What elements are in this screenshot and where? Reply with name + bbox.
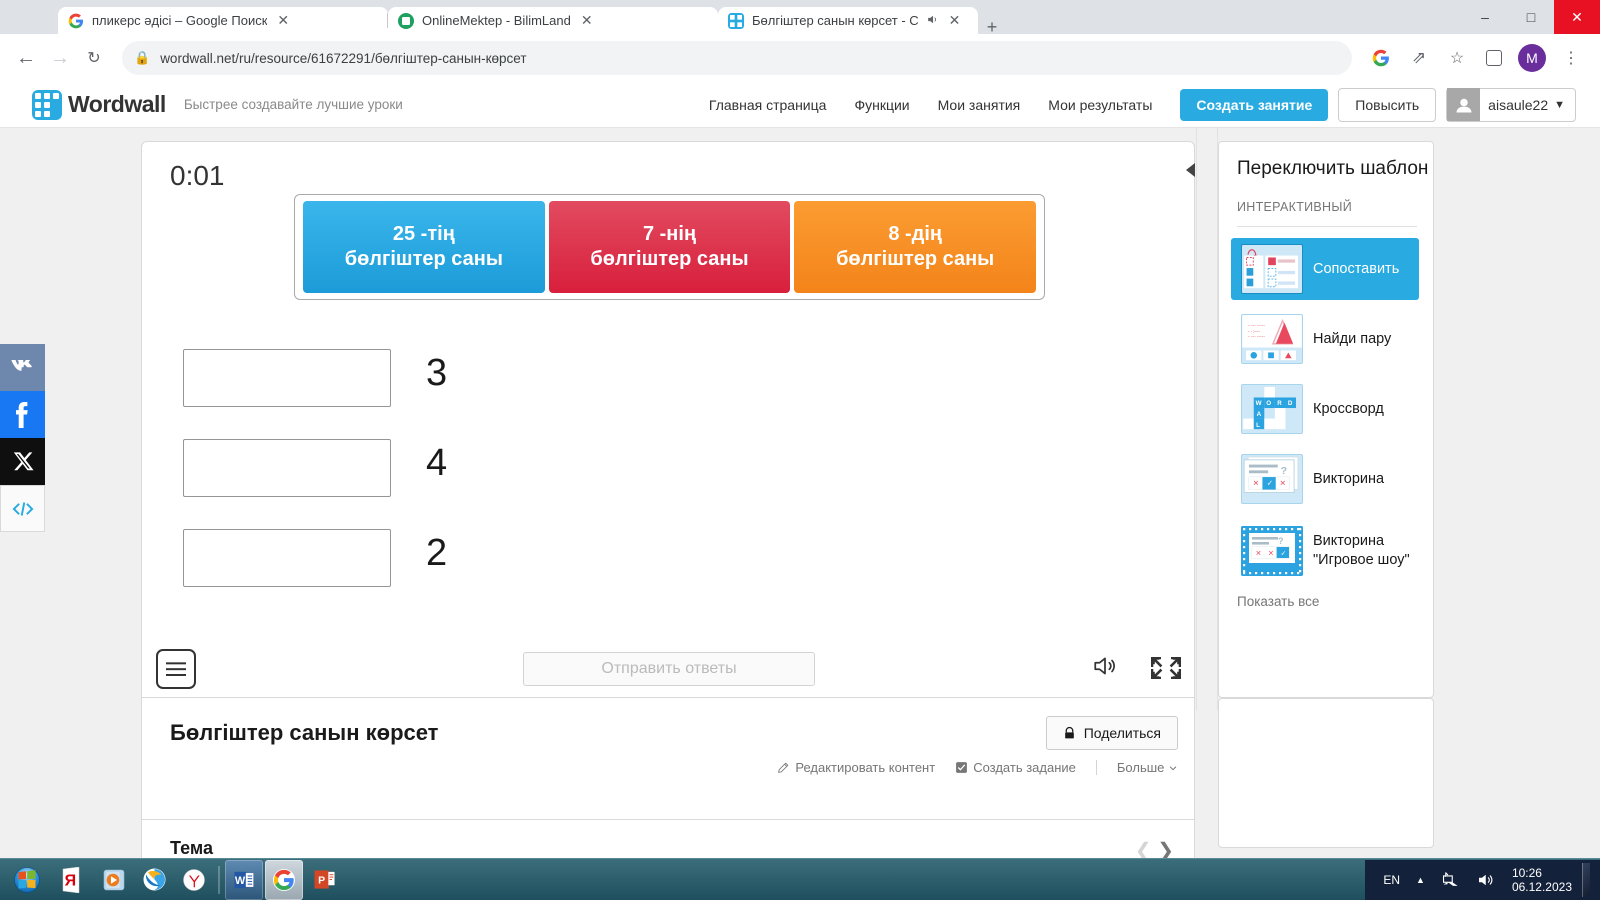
svg-text:✕: ✕	[1280, 479, 1286, 488]
svg-text:- -:----: - -:----	[1248, 329, 1261, 334]
svg-text:✕: ✕	[1268, 551, 1274, 558]
svg-text:W: W	[1256, 400, 1262, 407]
svg-text:A: A	[1257, 411, 1262, 418]
svg-text:✓: ✓	[1267, 479, 1273, 488]
svg-text:✓: ✓	[1281, 551, 1287, 558]
svg-text:Я: Я	[65, 872, 77, 889]
svg-text:L: L	[1256, 422, 1260, 429]
svg-text:W: W	[235, 875, 246, 887]
svg-text:?: ?	[1281, 465, 1287, 477]
svg-text:✕: ✕	[1256, 551, 1262, 558]
svg-text:- --- -----: - --- -----	[1248, 324, 1265, 329]
svg-text:P: P	[318, 874, 325, 886]
svg-text:✕: ✕	[1253, 479, 1259, 488]
svg-text:?: ?	[1278, 536, 1284, 546]
svg-text:O: O	[1266, 400, 1271, 407]
svg-text:- --- -----: - --- -----	[1248, 335, 1265, 340]
svg-text:R: R	[1277, 400, 1282, 407]
svg-text:D: D	[1288, 400, 1293, 407]
